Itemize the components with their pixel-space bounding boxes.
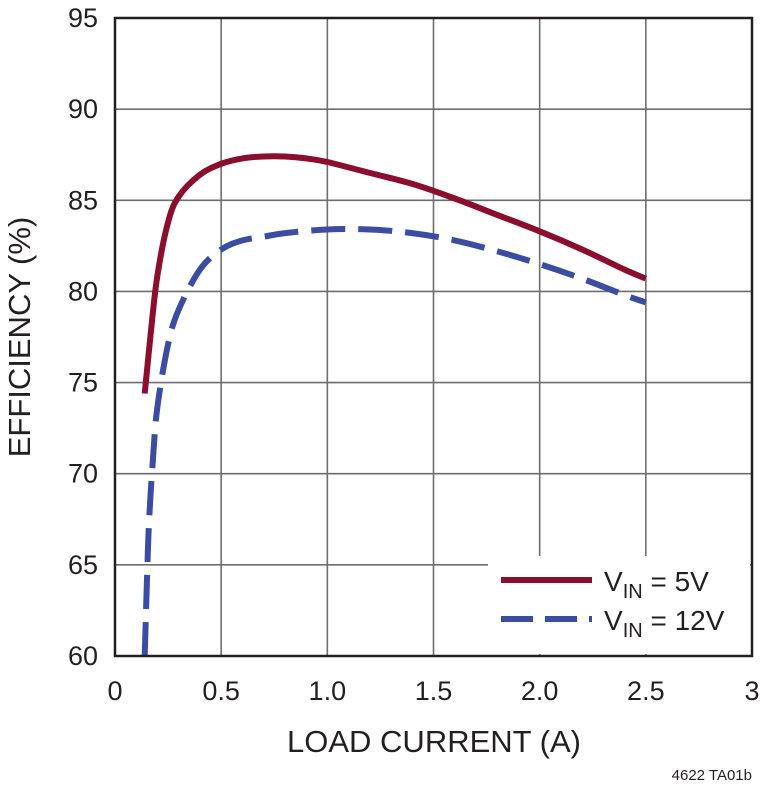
x-tick-labels: 0 0.5 1.0 1.5 2.0 2.5 3: [107, 676, 759, 706]
x-tick-label: 1.0: [309, 676, 347, 706]
y-tick-label: 65: [68, 550, 98, 580]
figure-id: 4622 TA01b: [672, 767, 752, 784]
x-tick-label: 1.5: [415, 676, 453, 706]
y-axis-title: EFFICIENCY (%): [2, 217, 37, 458]
legend-background: [488, 556, 750, 654]
y-tick-label: 95: [68, 3, 98, 33]
plot-frame: [113, 16, 754, 658]
y-tick-labels: 60 65 70 75 80 85 90 95: [68, 3, 98, 671]
x-tick-label: 0: [107, 676, 122, 706]
y-tick-label: 90: [68, 94, 98, 124]
series-line-2: [141, 225, 647, 657]
x-tick-label: 3: [744, 676, 759, 706]
y-tick-label: 75: [68, 368, 98, 398]
series-layer: [141, 153, 648, 657]
legend-label-1: VIN = 5V: [604, 566, 709, 603]
x-tick-label: 2.0: [521, 676, 559, 706]
y-tick-label: 85: [68, 185, 98, 215]
grid: [115, 18, 752, 656]
x-axis-title: LOAD CURRENT (A): [287, 724, 581, 759]
x-tick-label: 0.5: [202, 676, 240, 706]
legend-label-2: VIN = 12V: [604, 605, 725, 642]
series-line-1: [141, 153, 648, 394]
y-tick-label: 80: [68, 276, 98, 306]
x-tick-label: 2.5: [627, 676, 665, 706]
y-tick-label: 60: [68, 641, 98, 671]
y-tick-label: 70: [68, 459, 98, 489]
